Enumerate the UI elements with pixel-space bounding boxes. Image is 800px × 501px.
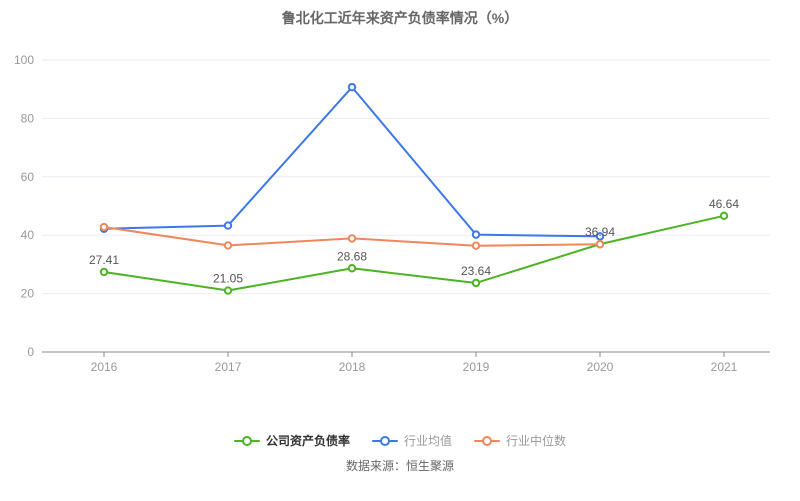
data-point-industry-mean [347,82,357,92]
data-point-industry-median [595,240,605,249]
legend-label: 公司资产负债率 [265,434,350,448]
data-source: 数据来源：恒生聚源 [345,459,454,473]
x-axis-tick-label: 2016 [91,360,118,374]
x-axis-tick-label: 2017 [215,360,242,374]
legend-item-industry-mean[interactable]: 行业均值 [371,432,452,449]
data-point-industry-median [471,241,481,250]
line-chart: 0 20 40 60 80 100 2016 2017 2018 2019 2020 2021 27.4… [14,53,770,374]
legend: 公司资产负债率 行业均值 行业中位数 [0,432,800,449]
data-point-industry-mean [223,221,233,230]
data-point-industry-mean [471,230,481,239]
legend-label: 行业均值 [403,434,452,448]
legend-label: 行业中位数 [506,434,567,448]
data-point-industry-median [99,222,109,232]
x-axis-tick-label: 2021 [711,360,738,374]
data-point-company-debt-ratio [347,264,357,273]
data-label: 27.41 [89,253,119,267]
x-axis-tick-label: 2018 [339,360,366,374]
data-label: 36.94 [585,225,615,239]
data-point-company-debt-ratio [719,211,729,221]
data-point-company-debt-ratio [471,278,481,288]
data-point-industry-median [223,241,233,250]
legend-line-marker-icon [233,435,260,446]
x-axis-tick-label: 2019 [463,360,490,374]
data-point-industry-median [347,234,357,243]
data-label: 21.05 [213,272,243,286]
legend-item-industry-median[interactable]: 行业中位数 [474,432,566,449]
series-line-industry-mean [103,86,601,238]
legend-item-company-debt-ratio[interactable]: 公司资产负债率 [233,432,350,449]
data-label: 28.68 [337,249,367,263]
series-line-company-debt-ratio [103,214,725,292]
data-label: 46.64 [709,197,739,211]
y-axis-tick-label: 100 [14,53,34,67]
chart-title: 鲁北化工近年来资产负债率情况（%） [281,10,519,26]
y-axis-tick-label: 20 [21,287,35,301]
x-axis-tick-label: 2020 [587,360,614,374]
data-point-company-debt-ratio [99,267,109,277]
legend-line-marker-icon [371,435,398,446]
data-point-company-debt-ratio [223,286,233,295]
y-axis-tick-label: 60 [21,170,35,184]
data-label: 23.64 [461,264,491,278]
y-axis-tick-label: 0 [27,345,34,359]
legend-line-marker-icon [474,435,500,446]
data-point-industry-mean [595,232,605,241]
y-axis-tick-label: 80 [21,111,35,125]
y-axis-tick-label: 40 [21,228,35,242]
